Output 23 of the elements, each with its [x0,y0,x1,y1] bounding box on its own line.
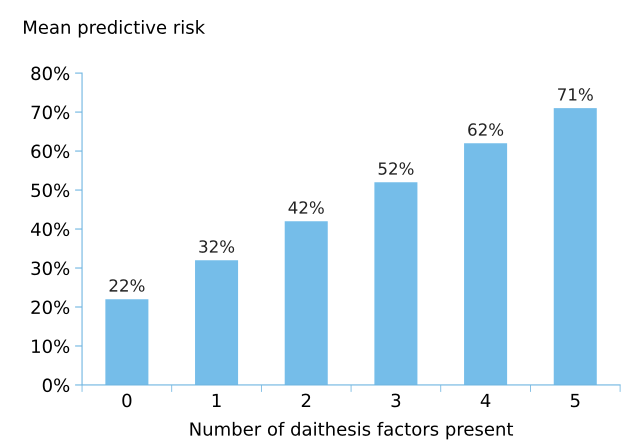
x-tick-label: 4 [480,394,490,408]
y-axis-title: Mean predictive risk [24,20,206,38]
y-tick-label: 80% [31,66,70,80]
y-tick-label: 70% [32,106,70,120]
y-tick-label: 20% [31,300,70,314]
x-tick-label: 1 [212,394,221,408]
y-tick-label: 50% [32,184,70,198]
data-label: 32% [199,240,234,253]
x-tick-label: 3 [392,394,400,408]
y-tick-label: 10% [32,339,70,354]
y-tick-label: 0% [42,378,70,392]
data-label: 71% [558,88,593,101]
x-tick-label: 2 [302,394,310,408]
y-tick-label: 60% [31,144,70,158]
x-tick-label: 5 [570,394,580,408]
data-label: 52% [378,162,414,175]
y-tick-label: 40% [30,222,70,236]
x-axis-title: Number of daithesis factors present [190,422,514,440]
data-label: 22% [110,279,144,292]
y-tick-label: 30% [31,261,70,276]
data-label: 62% [468,123,504,136]
data-label: 42% [288,201,324,214]
x-tick-label: 0 [122,394,132,408]
